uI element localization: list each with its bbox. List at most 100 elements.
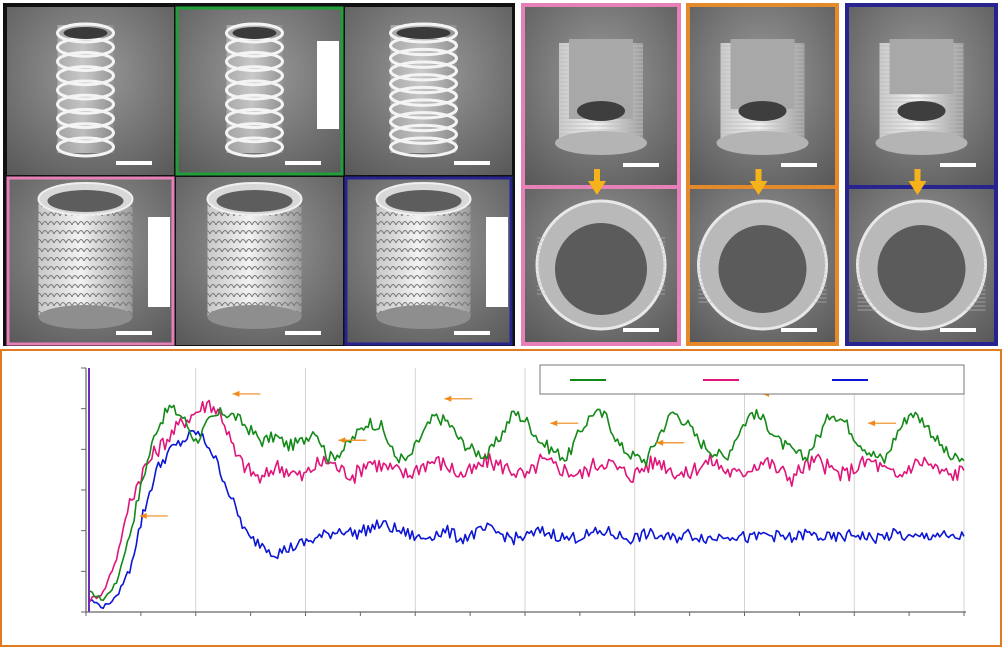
- scale-bar: [623, 328, 659, 332]
- coil-turn: [56, 93, 115, 115]
- coil-turn: [225, 122, 284, 144]
- coil-turn: [389, 123, 458, 145]
- sem-column: [686, 3, 839, 346]
- ring-hole: [555, 223, 647, 315]
- sem-right-panel: [521, 3, 998, 346]
- coil-body: [57, 25, 114, 153]
- scale-bar: [454, 331, 490, 335]
- sem-image: [344, 176, 513, 346]
- coil-turn: [225, 136, 284, 158]
- coil-turn: [56, 79, 115, 101]
- sem-column: [521, 3, 681, 346]
- sem-image: [6, 176, 175, 346]
- coil-turn: [56, 136, 115, 158]
- series-layer: [89, 399, 965, 610]
- cut-base: [875, 131, 968, 155]
- arrow-left-icon: [868, 420, 876, 427]
- cup-opening: [216, 190, 293, 212]
- coil-turn: [389, 136, 458, 158]
- cup-opening: [47, 190, 124, 212]
- scale-bar: [285, 331, 321, 335]
- white-label-block: [486, 217, 508, 307]
- arrow-left-icon: [139, 512, 147, 519]
- white-label-block: [317, 41, 339, 129]
- scale-bar: [940, 163, 976, 167]
- cut-wall: [889, 39, 954, 94]
- arrow-left-icon: [656, 439, 664, 446]
- cup-base: [38, 305, 133, 329]
- plot-grid: [195, 368, 965, 612]
- coil-turn: [389, 111, 458, 133]
- series-line: [89, 430, 965, 610]
- coil-opening: [396, 27, 451, 39]
- sem-image: [176, 177, 343, 345]
- ring-hole: [718, 225, 807, 313]
- white-label-block: [148, 217, 170, 307]
- coil-turn: [389, 22, 458, 44]
- cup-base: [376, 305, 471, 329]
- arrow-left-icon: [232, 390, 240, 397]
- coil-turn: [56, 122, 115, 144]
- plot-panel: [0, 349, 1002, 647]
- highlight-frame: [175, 6, 344, 176]
- coil-turn: [389, 98, 458, 120]
- legend-box: [539, 364, 965, 395]
- sem-left-grid: [6, 6, 513, 346]
- scale-bar: [940, 328, 976, 332]
- series-line: [89, 399, 965, 603]
- cup-texture: [207, 199, 302, 317]
- cut-wall: [730, 39, 795, 109]
- coil-turn: [225, 108, 284, 129]
- scale-bar: [285, 161, 321, 165]
- sem-left-panel: [3, 3, 515, 346]
- coil-body: [226, 25, 283, 153]
- cup-texture: [376, 199, 471, 317]
- arrow-left-icon: [338, 437, 346, 444]
- highlight-frame: [6, 176, 175, 346]
- cup-texture: [38, 199, 133, 317]
- coil-turn: [389, 60, 458, 82]
- sem-image: [175, 6, 344, 176]
- cup-base: [207, 305, 302, 329]
- coil-turn: [225, 65, 284, 87]
- coil-turn: [225, 93, 284, 115]
- down-arrow-icon: [588, 169, 606, 195]
- cup-opening: [385, 190, 462, 212]
- sem-image: [345, 7, 512, 175]
- coil-opening: [232, 27, 277, 39]
- coil-turn: [225, 22, 284, 44]
- coil-turn: [389, 85, 458, 107]
- coil-turn: [389, 47, 458, 69]
- highlight-frame: [344, 176, 513, 346]
- scale-bar: [116, 331, 152, 335]
- coil-turn: [56, 51, 115, 72]
- cut-base: [716, 131, 809, 155]
- sem-image: [7, 7, 174, 175]
- down-arrow-icon: [749, 169, 768, 195]
- scale-bar: [781, 328, 817, 332]
- cut-hole: [897, 101, 946, 121]
- series-line: [89, 404, 965, 602]
- cut-hole: [577, 101, 625, 121]
- legend: [539, 364, 965, 395]
- cut-hole: [738, 101, 787, 121]
- ring-hole: [877, 225, 966, 313]
- scale-bar: [781, 163, 817, 167]
- x-ticks: [85, 612, 965, 616]
- down-arrow-icon: [908, 169, 927, 195]
- coil-turn: [56, 108, 115, 129]
- scale-bar: [623, 163, 659, 167]
- sem-column: [845, 3, 998, 346]
- arrow-left-icon: [550, 420, 558, 427]
- arrow-left-icon: [444, 395, 452, 402]
- coil-turn: [225, 51, 284, 72]
- scale-bar: [454, 161, 490, 165]
- coil-opening: [63, 27, 108, 39]
- cut-base: [555, 131, 647, 155]
- coil-turn: [225, 79, 284, 101]
- y-ticks: [81, 367, 86, 613]
- scale-bar: [116, 161, 152, 165]
- plot-frame: [0, 349, 1002, 647]
- coil-turn: [389, 73, 458, 95]
